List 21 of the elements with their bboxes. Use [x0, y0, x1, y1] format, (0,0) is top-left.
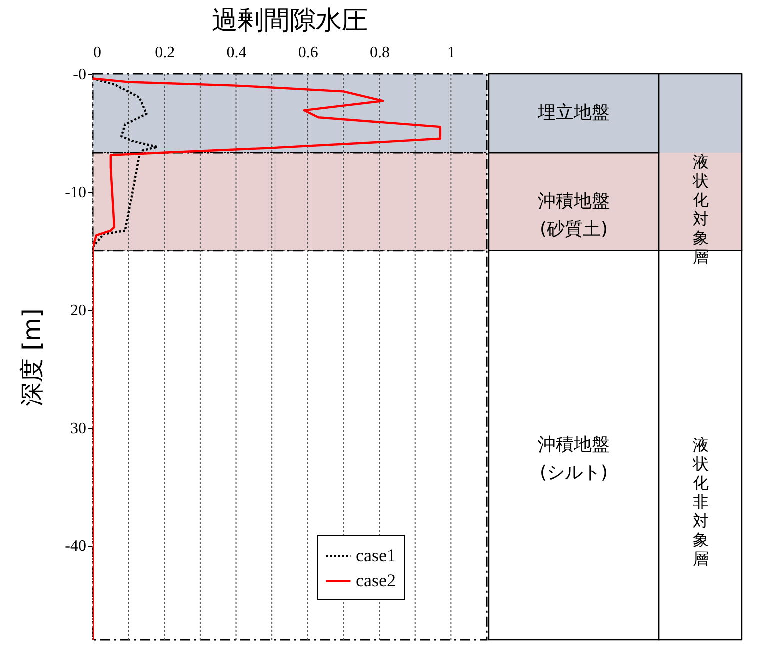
y-axis-title: 深度 [m] [18, 308, 46, 406]
x-tick-label: 1 [448, 44, 456, 62]
x-tick-label: 0.6 [298, 44, 318, 62]
text: 液状化非対象層 [692, 435, 709, 568]
x-tick-label: 0 [94, 44, 102, 62]
y-tick-label: 20 [70, 302, 86, 320]
y-tick-label: -10 [65, 184, 86, 202]
y-tick-label: 30 [70, 420, 86, 438]
band-label: 沖積地盤 (砂質土) [538, 190, 610, 240]
x-tick-label: 0.4 [226, 44, 247, 62]
line-series [93, 78, 442, 640]
x-tick-label: 0.2 [155, 44, 176, 62]
y-tick-label: -40 [65, 538, 86, 556]
band-label: 沖積地盤 (シルト) [538, 434, 610, 484]
band-label: 埋立地盤 [537, 102, 610, 124]
legend-label: case1 [356, 546, 396, 566]
text: 液状化対象層 [692, 152, 709, 266]
legend-label: case2 [356, 570, 396, 590]
chart-title: 過剰間隙水圧 [212, 6, 368, 36]
x-tick-label: 0.8 [370, 44, 390, 62]
y-tick-label: -0 [73, 66, 86, 84]
